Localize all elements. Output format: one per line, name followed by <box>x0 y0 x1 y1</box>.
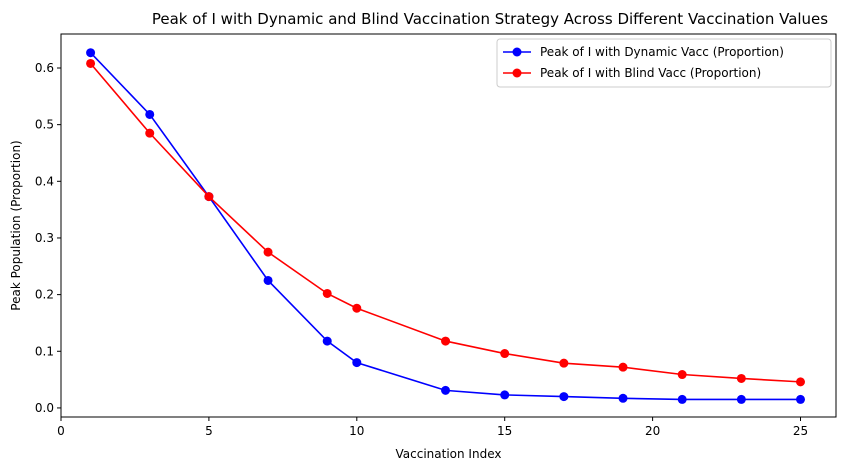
series-line <box>89 62 801 383</box>
legend-item: Peak of I with Blind Vacc (Proportion) <box>503 66 761 80</box>
series-line <box>90 52 801 401</box>
data-point <box>352 303 362 313</box>
data-point <box>322 336 332 346</box>
y-tick-label: 0.4 <box>35 174 54 188</box>
data-point <box>86 58 96 68</box>
data-point <box>263 275 273 285</box>
data-point <box>500 390 510 400</box>
data-point <box>145 128 155 138</box>
data-point <box>618 393 628 403</box>
data-point <box>322 288 332 298</box>
data-point <box>796 394 806 404</box>
data-point <box>204 192 214 202</box>
y-axis: 0.0 0.1 0.2 0.3 0.4 0.5 0.6 <box>35 61 61 415</box>
legend-box <box>496 38 832 88</box>
data-point <box>263 247 273 257</box>
data-point <box>441 336 451 346</box>
data-point <box>352 358 362 368</box>
legend-label: Peak of I with Dynamic Vacc (Proportion) <box>540 45 784 59</box>
data-point <box>796 377 806 387</box>
data-point <box>500 349 510 359</box>
y-tick-label: 0.5 <box>35 118 54 132</box>
x-tick-label: 10 <box>349 424 364 438</box>
legend-label: Peak of I with Blind Vacc (Proportion) <box>540 66 761 80</box>
data-point <box>736 394 746 404</box>
series-dynamic-vacc <box>86 48 806 404</box>
data-point <box>86 48 96 58</box>
series-blind-vacc <box>86 58 806 387</box>
data-point <box>618 362 628 372</box>
y-tick-label: 0.6 <box>35 61 54 75</box>
data-point <box>441 385 451 395</box>
data-point <box>736 373 746 383</box>
x-axis-label: Vaccination Index <box>396 447 502 461</box>
legend-marker <box>512 47 522 57</box>
y-tick-label: 0.3 <box>35 231 54 245</box>
data-point <box>145 109 155 119</box>
data-point <box>559 358 569 368</box>
legend: Peak of I with Dynamic Vacc (Proportion)… <box>496 38 832 88</box>
y-axis-label: Peak Population (Proportion) <box>9 140 23 310</box>
chart-title: Peak of I with Dynamic and Blind Vaccina… <box>152 10 828 28</box>
x-tick-label: 5 <box>205 424 213 438</box>
data-point <box>677 370 687 380</box>
plot-area-frame <box>60 33 837 418</box>
x-tick-label: 25 <box>793 424 808 438</box>
series-layer <box>86 48 806 404</box>
data-point <box>677 394 687 404</box>
legend-marker <box>512 68 522 78</box>
y-tick-label: 0.2 <box>35 288 54 302</box>
x-tick-label: 15 <box>497 424 512 438</box>
x-tick-label: 0 <box>57 424 65 438</box>
y-tick-label: 0.1 <box>35 344 54 358</box>
x-axis: 0 5 10 15 20 25 <box>57 417 808 438</box>
y-tick-label: 0.0 <box>35 401 54 415</box>
x-tick-label: 20 <box>645 424 660 438</box>
data-point <box>559 392 569 402</box>
legend-item: Peak of I with Dynamic Vacc (Proportion) <box>503 45 784 59</box>
